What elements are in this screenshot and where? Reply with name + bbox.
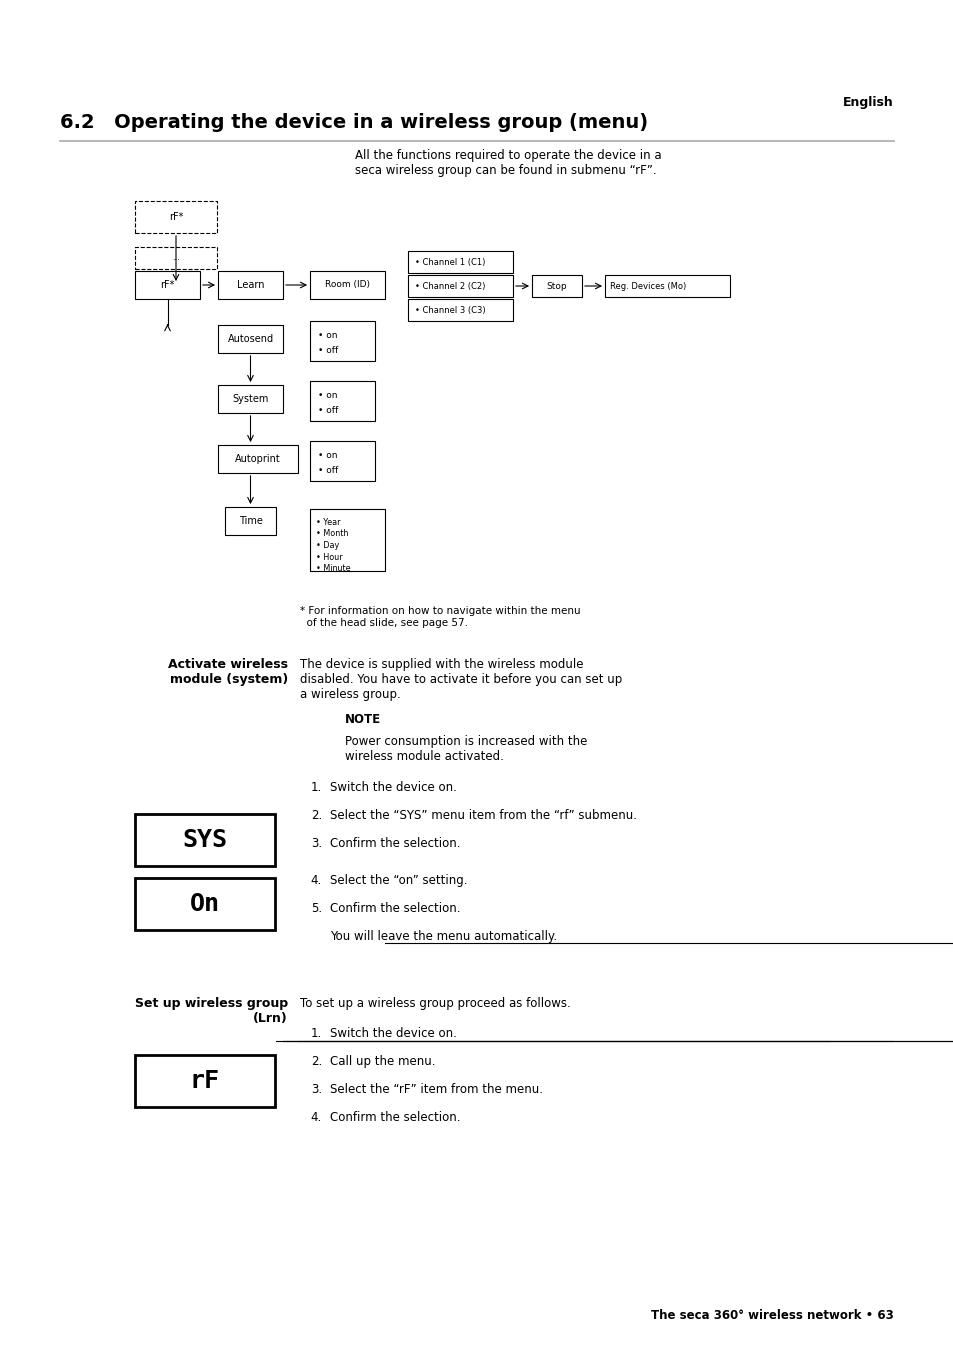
Text: Room (ID): Room (ID) — [325, 281, 370, 289]
Text: The seca 360° wireless network • 63: The seca 360° wireless network • 63 — [651, 1309, 893, 1323]
Text: 4.: 4. — [311, 1111, 322, 1124]
Text: Select the “rF” item from the menu.: Select the “rF” item from the menu. — [330, 1084, 542, 1096]
Text: SYS: SYS — [182, 828, 227, 852]
Text: rF: rF — [190, 1069, 220, 1093]
Text: Autoprint: Autoprint — [234, 454, 280, 463]
Text: • Minute: • Minute — [315, 563, 351, 573]
FancyBboxPatch shape — [408, 251, 513, 273]
FancyBboxPatch shape — [218, 385, 283, 413]
Text: NOTE: NOTE — [345, 713, 381, 725]
Text: 2.: 2. — [311, 809, 322, 821]
Text: Autosend: Autosend — [227, 334, 274, 345]
Text: All the functions required to operate the device in a
seca wireless group can be: All the functions required to operate th… — [355, 149, 661, 177]
Text: 4.: 4. — [311, 874, 322, 888]
Text: * For information on how to navigate within the menu
  of the head slide, see pa: * For information on how to navigate wit… — [299, 607, 580, 628]
Text: 3.: 3. — [311, 838, 322, 850]
Text: Reg. Devices (Mo): Reg. Devices (Mo) — [609, 281, 685, 290]
Text: 6.2 Operating the device in a wireless group (menu): 6.2 Operating the device in a wireless g… — [60, 113, 647, 132]
Text: • off: • off — [317, 346, 338, 355]
FancyBboxPatch shape — [604, 276, 729, 297]
FancyBboxPatch shape — [310, 381, 375, 422]
FancyBboxPatch shape — [218, 272, 283, 299]
Text: Select the “on” setting.: Select the “on” setting. — [330, 874, 467, 888]
Text: • Day: • Day — [315, 540, 339, 550]
Text: 2.: 2. — [311, 1055, 322, 1069]
FancyBboxPatch shape — [135, 272, 200, 299]
Text: • Channel 2 (C2): • Channel 2 (C2) — [415, 281, 485, 290]
Bar — [135, 201, 216, 232]
Text: • on: • on — [317, 390, 337, 400]
Text: • Hour: • Hour — [315, 553, 342, 562]
Text: The device is supplied with the wireless module
disabled. You have to activate i: The device is supplied with the wireless… — [299, 658, 621, 701]
FancyBboxPatch shape — [218, 444, 297, 473]
FancyBboxPatch shape — [135, 1055, 274, 1106]
Text: ...: ... — [172, 253, 180, 262]
FancyBboxPatch shape — [310, 272, 385, 299]
Text: Stop: Stop — [546, 281, 567, 290]
Text: rF*: rF* — [169, 212, 183, 222]
FancyBboxPatch shape — [408, 299, 513, 322]
Text: 5.: 5. — [311, 902, 322, 915]
Text: rF*: rF* — [160, 280, 174, 290]
Text: 3.: 3. — [311, 1084, 322, 1096]
Text: Select the “SYS” menu item from the “rf” submenu.: Select the “SYS” menu item from the “rf”… — [330, 809, 637, 821]
Text: • Year: • Year — [315, 517, 340, 527]
Text: Confirm the selection.: Confirm the selection. — [330, 1111, 460, 1124]
Text: Activate wireless
module (system): Activate wireless module (system) — [168, 658, 288, 686]
Text: 1.: 1. — [311, 1027, 322, 1040]
Text: • Channel 1 (C1): • Channel 1 (C1) — [415, 258, 485, 266]
Text: • off: • off — [317, 466, 338, 476]
Text: Set up wireless group
(Lrn): Set up wireless group (Lrn) — [134, 997, 288, 1025]
FancyBboxPatch shape — [218, 326, 283, 353]
Text: English: English — [842, 96, 893, 109]
Text: Switch the device on.: Switch the device on. — [330, 781, 456, 794]
Text: Learn: Learn — [236, 280, 264, 290]
Text: Confirm the selection.: Confirm the selection. — [330, 902, 460, 915]
Text: • on: • on — [317, 331, 337, 340]
Text: • Channel 3 (C3): • Channel 3 (C3) — [415, 305, 485, 315]
Text: You will leave the menu automatically.: You will leave the menu automatically. — [330, 929, 557, 943]
FancyBboxPatch shape — [225, 507, 275, 535]
Text: • off: • off — [317, 407, 338, 415]
FancyBboxPatch shape — [135, 878, 274, 929]
Text: System: System — [233, 394, 269, 404]
Text: Call up the menu.: Call up the menu. — [330, 1055, 435, 1069]
FancyBboxPatch shape — [310, 440, 375, 481]
FancyBboxPatch shape — [408, 276, 513, 297]
FancyBboxPatch shape — [310, 322, 375, 361]
Text: • Month: • Month — [315, 530, 348, 539]
Bar — [135, 247, 216, 269]
Text: Power consumption is increased with the
wireless module activated.: Power consumption is increased with the … — [345, 735, 587, 763]
Text: To set up a wireless group proceed as follows.: To set up a wireless group proceed as fo… — [299, 997, 570, 1011]
Text: 1.: 1. — [311, 781, 322, 794]
FancyBboxPatch shape — [135, 815, 274, 866]
Text: Confirm the selection.: Confirm the selection. — [330, 838, 460, 850]
FancyBboxPatch shape — [532, 276, 581, 297]
Text: On: On — [190, 892, 220, 916]
Text: Switch the device on.: Switch the device on. — [330, 1027, 456, 1040]
Text: Time: Time — [238, 516, 262, 526]
FancyBboxPatch shape — [310, 509, 385, 571]
Text: • on: • on — [317, 451, 337, 459]
